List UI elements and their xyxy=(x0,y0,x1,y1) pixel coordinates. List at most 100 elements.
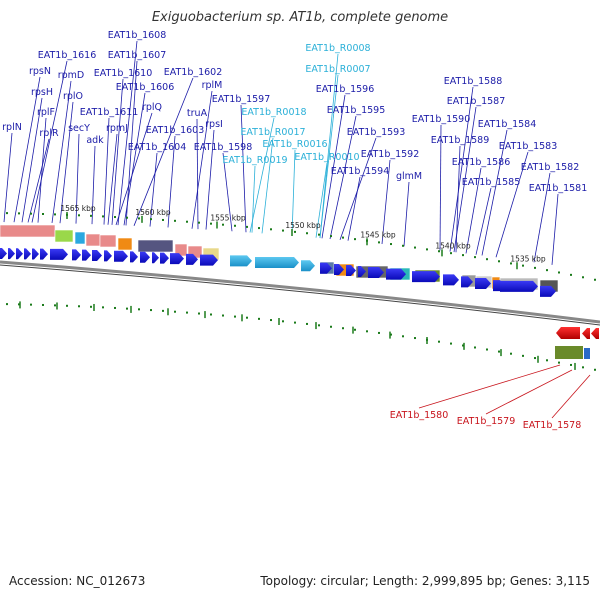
gene-label: rplM xyxy=(202,80,223,91)
feature-box xyxy=(99,234,117,248)
gene-label: EAT1b_1597 xyxy=(212,94,271,105)
label-connector xyxy=(27,138,50,223)
label-connector xyxy=(481,129,508,256)
feature-box xyxy=(137,239,174,253)
inner-ruler-dot xyxy=(126,307,128,310)
gene-arrow xyxy=(152,252,159,264)
label-connector xyxy=(485,369,573,415)
inner-ruler-dot xyxy=(570,363,572,366)
gene-arrow xyxy=(386,268,406,280)
ruler-dot xyxy=(306,232,308,235)
gene-label: EAT1b_1607 xyxy=(108,50,167,61)
accession-text: Accession: NC_012673 xyxy=(9,574,146,588)
ruler-dot xyxy=(318,233,320,236)
inner-ruler-dot xyxy=(222,314,224,317)
inner-ruler-dot xyxy=(198,312,200,315)
gene-label: rplN xyxy=(2,122,22,133)
ruler-dot xyxy=(522,264,524,267)
label-connector xyxy=(418,364,561,409)
inner-ruler-dot xyxy=(558,361,560,364)
inner-ruler-dot xyxy=(462,344,464,347)
gene-label: EAT1b_1578 xyxy=(523,420,582,431)
inner-ruler-dot xyxy=(306,322,308,325)
label-connector xyxy=(196,118,199,230)
gene-label: EAT1b_1595 xyxy=(327,105,386,116)
ruler-dot xyxy=(126,216,128,219)
label-connector xyxy=(91,145,96,225)
label-connector xyxy=(117,40,138,226)
label-connector xyxy=(347,176,361,241)
gene-label: rplR xyxy=(39,128,59,139)
label-connector xyxy=(551,193,559,265)
inner-ruler-dot xyxy=(354,328,356,331)
gene-label: EAT1b_1581 xyxy=(529,183,588,194)
gene-arrow xyxy=(255,256,299,268)
gene-label: rpmD xyxy=(58,70,85,81)
label-connector xyxy=(123,92,146,226)
kbp-tick-label: 1535 kbp xyxy=(510,254,546,263)
label-connector xyxy=(31,60,68,223)
ruler-dot xyxy=(570,273,572,276)
ruler-dot xyxy=(270,228,272,231)
gene-label: EAT1b_1592 xyxy=(361,149,420,160)
gene-label: truA xyxy=(187,108,208,119)
inner-ruler-dot xyxy=(522,354,524,357)
label-connector xyxy=(465,167,482,254)
ruler-dot xyxy=(138,217,140,220)
gene-arrow xyxy=(301,260,315,272)
feature-box xyxy=(584,348,590,359)
gene-label: rplF xyxy=(37,107,55,118)
ruler-dot xyxy=(330,235,332,238)
feature-tracks xyxy=(0,224,599,359)
gene-arrow xyxy=(346,264,356,276)
gene-arrow xyxy=(114,250,128,262)
kbp-tick-label: 1540 kbp xyxy=(435,241,471,250)
gene-label: rpmJ xyxy=(106,123,128,134)
inner-ruler-dot xyxy=(114,306,116,309)
kbp-tick-label: 1565 kbp xyxy=(60,204,96,213)
gene-label: adk xyxy=(86,135,104,146)
gene-arrow xyxy=(92,249,102,261)
inner-ruler-dot xyxy=(54,304,56,307)
inner-ruler-dot xyxy=(486,348,488,351)
gene-label: EAT1b_1606 xyxy=(116,82,175,93)
ruler-dot xyxy=(54,213,56,216)
inner-ruler-dot xyxy=(330,325,332,328)
label-connector xyxy=(381,159,391,245)
gene-label: EAT1b_R0018 xyxy=(241,107,306,118)
ruler-dot xyxy=(78,214,80,217)
label-connector xyxy=(21,97,43,223)
ruler-dot xyxy=(546,269,548,272)
feature-box xyxy=(117,237,133,251)
ruler-dot xyxy=(486,258,488,261)
gene-arrow xyxy=(160,252,169,264)
kbp-tick-label: 1560 kbp xyxy=(135,208,171,217)
gene-label: rpsI xyxy=(205,119,223,130)
inner-ruler-dot xyxy=(414,337,416,340)
label-connector xyxy=(111,78,124,225)
ruler-dot xyxy=(198,221,200,224)
gene-arrow xyxy=(500,280,538,292)
label-connector xyxy=(319,74,339,239)
ruler-dot xyxy=(18,212,20,215)
ruler-dot xyxy=(186,220,188,223)
ruler-dot xyxy=(474,256,476,259)
inner-ruler-dot xyxy=(246,316,248,319)
gene-label: glmM xyxy=(396,171,422,182)
label-connector xyxy=(321,94,346,239)
ruler-dot xyxy=(174,219,176,222)
ruler-dot xyxy=(450,252,452,255)
gene-arrow xyxy=(104,250,112,262)
gene-label: EAT1b_R0019 xyxy=(222,155,287,166)
label-connector xyxy=(495,151,529,258)
ruler-dot xyxy=(354,238,356,241)
gene-arrow xyxy=(82,249,91,261)
ruler-dot xyxy=(558,271,560,274)
ruler-dot xyxy=(234,224,236,227)
label-connector xyxy=(439,124,442,251)
label-connector xyxy=(205,129,215,230)
gene-label: EAT1b_1587 xyxy=(447,96,506,107)
inner-ruler-dot xyxy=(474,346,476,349)
label-connector xyxy=(191,90,213,229)
